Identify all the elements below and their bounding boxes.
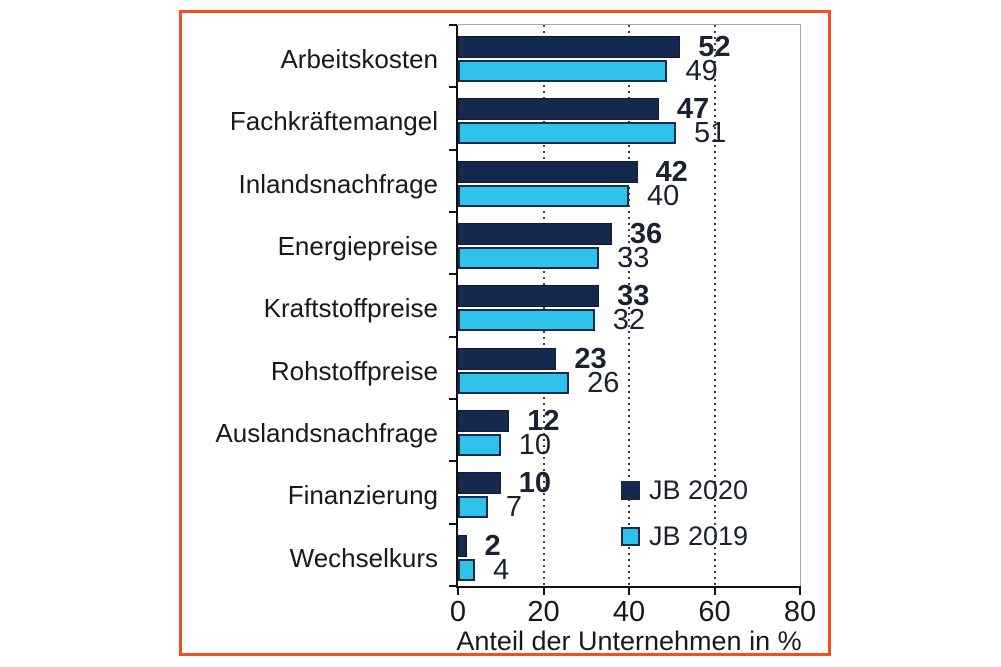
category-label-finanzierung: Finanzierung bbox=[287, 480, 438, 511]
value-label-jb-2020-rohstoffpreise: 23 bbox=[574, 342, 607, 375]
value-label-jb-2020-energiepreise: 36 bbox=[629, 218, 663, 250]
bar-jb-2020-kraftstoffpreise bbox=[458, 285, 600, 308]
x-axis-tick-label-0: 0 bbox=[449, 596, 467, 628]
bar-jb-2020-auslandsnachfrage bbox=[458, 410, 510, 432]
plot-border-top bbox=[458, 24, 801, 25]
legend-item-jb2019: JB 2019 bbox=[621, 522, 748, 550]
bar-jb-2020-inlandsnachfrage bbox=[458, 160, 638, 183]
legend-label-jb2020: JB 2020 bbox=[649, 475, 749, 505]
bar-jb-2019-wechselkurs bbox=[458, 558, 476, 581]
bar-jb-2019-inlandsnachfrage bbox=[458, 184, 629, 207]
bar-jb-2020-wechselkurs bbox=[458, 534, 467, 557]
bar-jb-2019-energiepreise bbox=[458, 247, 600, 269]
bar-jb-2020-arbeitskosten bbox=[458, 36, 681, 58]
x-axis-tick-label-60: 60 bbox=[698, 596, 731, 628]
value-label-jb-2020-inlandsnachfrage: 42 bbox=[655, 155, 688, 188]
bar-jb-2019-kraftstoffpreise bbox=[458, 309, 595, 332]
y-axis-tick bbox=[449, 335, 457, 338]
x-axis-tick-20 bbox=[542, 588, 545, 595]
bar-jb-2019-arbeitskosten bbox=[458, 60, 668, 82]
y-axis-line bbox=[456, 25, 458, 588]
bar-jb-2020-energiepreise bbox=[458, 223, 612, 245]
bar-jb-2020-fachkr-ftemangel bbox=[458, 98, 659, 121]
value-label-jb-2019-arbeitskosten: 49 bbox=[685, 55, 718, 87]
y-axis-tick bbox=[449, 398, 457, 400]
x-axis-tick-label-40: 40 bbox=[612, 596, 646, 628]
category-label-arbeitskosten: Arbeitskosten bbox=[280, 44, 438, 74]
bar-jb-2019-rohstoffpreise bbox=[458, 371, 570, 394]
value-label-jb-2020-wechselkurs: 2 bbox=[484, 529, 501, 562]
x-axis-tick-80 bbox=[799, 588, 801, 595]
category-label-kraftstoffpreise: Kraftstoffpreise bbox=[263, 293, 438, 324]
category-label-auslandsnachfrage: Auslandsnachfrage bbox=[215, 418, 438, 448]
x-axis-tick-0 bbox=[457, 588, 459, 595]
y-axis-tick bbox=[449, 86, 457, 89]
x-axis-title: Anteil der Unternehmen in % bbox=[456, 626, 802, 656]
y-axis-tick bbox=[449, 148, 457, 151]
value-label-jb-2020-auslandsnachfrage: 12 bbox=[527, 405, 560, 437]
y-axis-tick bbox=[449, 460, 457, 463]
y-axis-tick bbox=[449, 24, 457, 26]
category-label-inlandsnachfrage: Inlandsnachfrage bbox=[238, 168, 438, 199]
value-label-jb-2019-fachkr-ftemangel: 51 bbox=[694, 117, 727, 150]
category-label-fachkr-ftemangel: Fachkräftemangel bbox=[229, 106, 438, 137]
value-label-jb-2019-wechselkurs: 4 bbox=[493, 553, 510, 586]
gridline-60 bbox=[713, 25, 716, 586]
value-label-jb-2019-kraftstoffpreise: 32 bbox=[612, 304, 646, 337]
bar-jb-2020-finanzierung bbox=[458, 472, 501, 495]
x-axis-tick-40 bbox=[628, 588, 630, 595]
legend-swatch-jb2020 bbox=[621, 480, 640, 500]
value-label-jb-2020-fachkr-ftemangel: 47 bbox=[676, 93, 710, 126]
bar-jb-2019-fachkr-ftemangel bbox=[458, 122, 677, 145]
plot-border-right bbox=[800, 25, 801, 586]
y-axis-tick bbox=[449, 211, 457, 213]
legend-item-jb2020: JB 2020 bbox=[621, 476, 748, 504]
x-axis-tick-label-80: 80 bbox=[783, 596, 817, 628]
category-label-wechselkurs: Wechselkurs bbox=[289, 542, 438, 573]
y-axis-tick bbox=[449, 585, 457, 587]
value-label-jb-2020-finanzierung: 10 bbox=[518, 467, 552, 500]
y-axis-tick bbox=[449, 522, 457, 525]
y-axis-tick bbox=[449, 273, 457, 276]
value-label-jb-2020-kraftstoffpreise: 33 bbox=[617, 280, 650, 313]
x-axis-tick-label-20: 20 bbox=[527, 596, 560, 628]
x-axis-line bbox=[456, 586, 801, 588]
value-label-jb-2020-arbeitskosten: 52 bbox=[698, 31, 731, 63]
category-label-energiepreise: Energiepreise bbox=[277, 231, 438, 261]
x-axis-tick-60 bbox=[713, 588, 716, 595]
value-label-jb-2019-rohstoffpreise: 26 bbox=[587, 366, 620, 399]
category-label-rohstoffpreise: Rohstoffpreise bbox=[270, 355, 438, 386]
legend-swatch-jb2019 bbox=[621, 526, 640, 546]
value-label-jb-2019-auslandsnachfrage: 10 bbox=[518, 429, 552, 461]
value-label-jb-2019-inlandsnachfrage: 40 bbox=[647, 179, 680, 212]
bar-jb-2019-auslandsnachfrage bbox=[458, 434, 501, 456]
plot-area: 52 49 47 51 42 40 36 33 33 32 23 26 12 10 10 7 2 4 bbox=[458, 25, 800, 586]
chart-frame: 52 49 47 51 42 40 36 33 33 32 23 26 12 10 10 7 2 4 Arbeit… bbox=[179, 10, 831, 656]
value-label-jb-2019-energiepreise: 33 bbox=[617, 242, 650, 274]
gridline-40 bbox=[628, 25, 630, 586]
legend-label-jb2019: JB 2019 bbox=[649, 521, 749, 551]
bar-jb-2019-finanzierung bbox=[458, 496, 488, 519]
bar-jb-2020-rohstoffpreise bbox=[458, 347, 557, 370]
value-label-jb-2019-finanzierung: 7 bbox=[505, 491, 523, 524]
